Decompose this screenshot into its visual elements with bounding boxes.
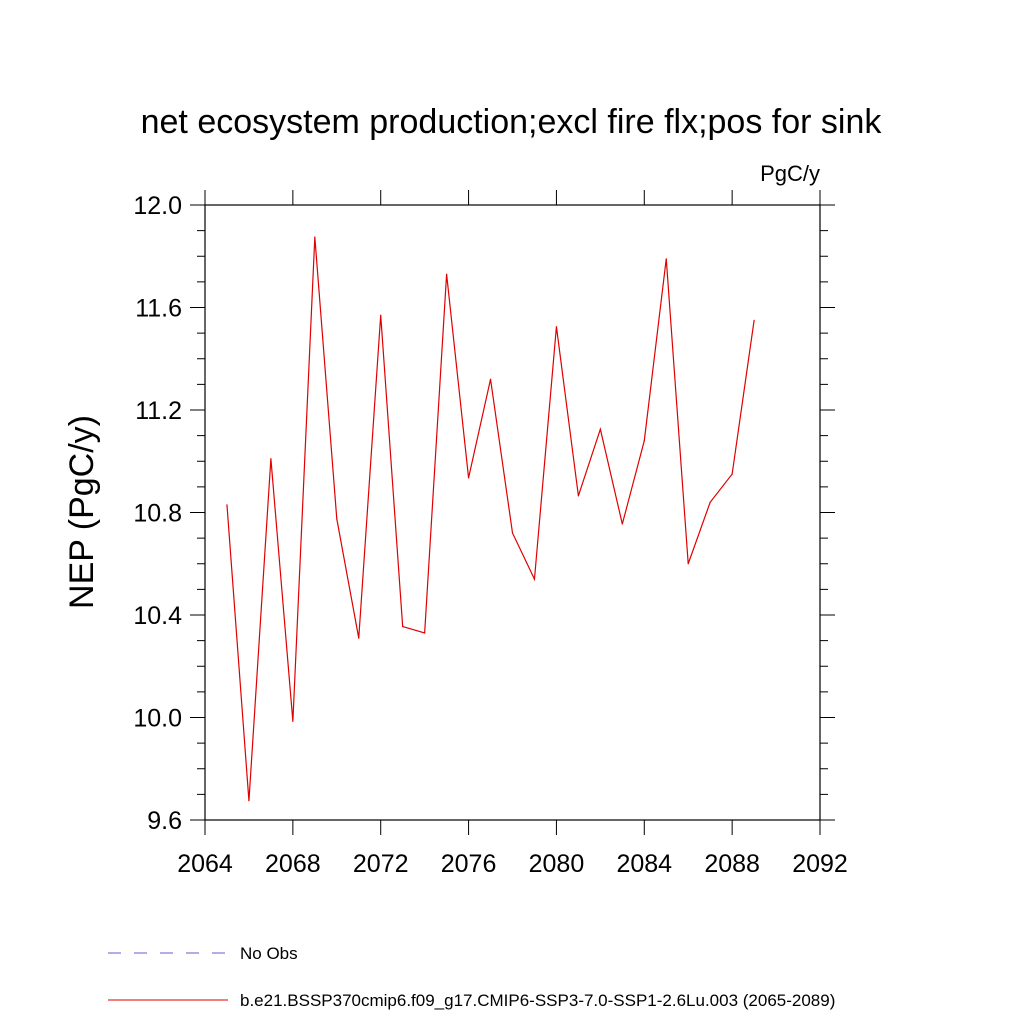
- x-tick-label: 2064: [177, 850, 233, 878]
- y-axis-label: NEP (PgC/y): [63, 415, 101, 609]
- data-point: [292, 720, 294, 722]
- legend: No Obs b.e21.BSSP370cmip6.f09_g17.CMIP6-…: [108, 944, 835, 1010]
- data-point: [270, 458, 272, 460]
- data-point: [687, 563, 689, 565]
- data-point: [380, 314, 382, 316]
- data-point: [424, 632, 426, 634]
- data-point: [489, 378, 492, 380]
- data-point: [709, 501, 711, 503]
- data-point: [599, 428, 601, 430]
- data-point: [336, 518, 338, 520]
- y-tick-label: 11.6: [135, 295, 182, 323]
- data-point: [248, 800, 250, 802]
- data-point: [621, 523, 623, 525]
- x-tick-label: 2092: [792, 850, 848, 878]
- data-point: [577, 495, 579, 497]
- y-tick-label: 10.4: [133, 602, 182, 630]
- y-tick-label: 10.8: [133, 500, 182, 528]
- chart-title: net ecosystem production;excl fire flx;p…: [141, 103, 883, 141]
- legend-label-no-obs: No Obs: [240, 944, 298, 963]
- data-point: [731, 473, 733, 475]
- y-tick-label: 11.2: [135, 397, 182, 425]
- data-point: [753, 319, 755, 321]
- series-line: [226, 236, 755, 801]
- units-label: PgC/y: [760, 161, 820, 186]
- x-tick-label: 2080: [529, 850, 585, 878]
- data-point: [226, 504, 228, 506]
- x-tick-label: 2072: [353, 850, 409, 878]
- x-tick-label: 2084: [616, 850, 672, 878]
- series-layer: [226, 236, 755, 802]
- x-tick-label: 2076: [441, 850, 497, 878]
- data-point: [402, 625, 404, 628]
- data-point: [665, 258, 667, 260]
- data-point: [511, 532, 514, 534]
- data-point: [446, 273, 448, 275]
- data-point: [467, 477, 470, 479]
- data-point: [555, 326, 558, 328]
- y-tick-label: 12.0: [133, 192, 182, 220]
- y-tick-label: 9.6: [147, 807, 182, 835]
- legend-label-model-run: b.e21.BSSP370cmip6.f09_g17.CMIP6-SSP3-7.…: [240, 991, 835, 1010]
- data-point: [358, 637, 360, 639]
- x-axis-ticks: 2064 2068 2072 2076 2080 2084 2088 2092: [177, 190, 848, 878]
- x-tick-label: 2068: [265, 850, 321, 878]
- data-point: [314, 236, 316, 238]
- data-point: [533, 578, 536, 580]
- x-tick-label: 2088: [704, 850, 760, 878]
- y-axis-ticks: 9.6 10.0 10.4 10.8 11.2 11.6 12.0: [133, 192, 835, 835]
- data-point: [643, 440, 645, 442]
- plot-frame: [204, 204, 821, 821]
- y-tick-label: 10.0: [133, 705, 182, 733]
